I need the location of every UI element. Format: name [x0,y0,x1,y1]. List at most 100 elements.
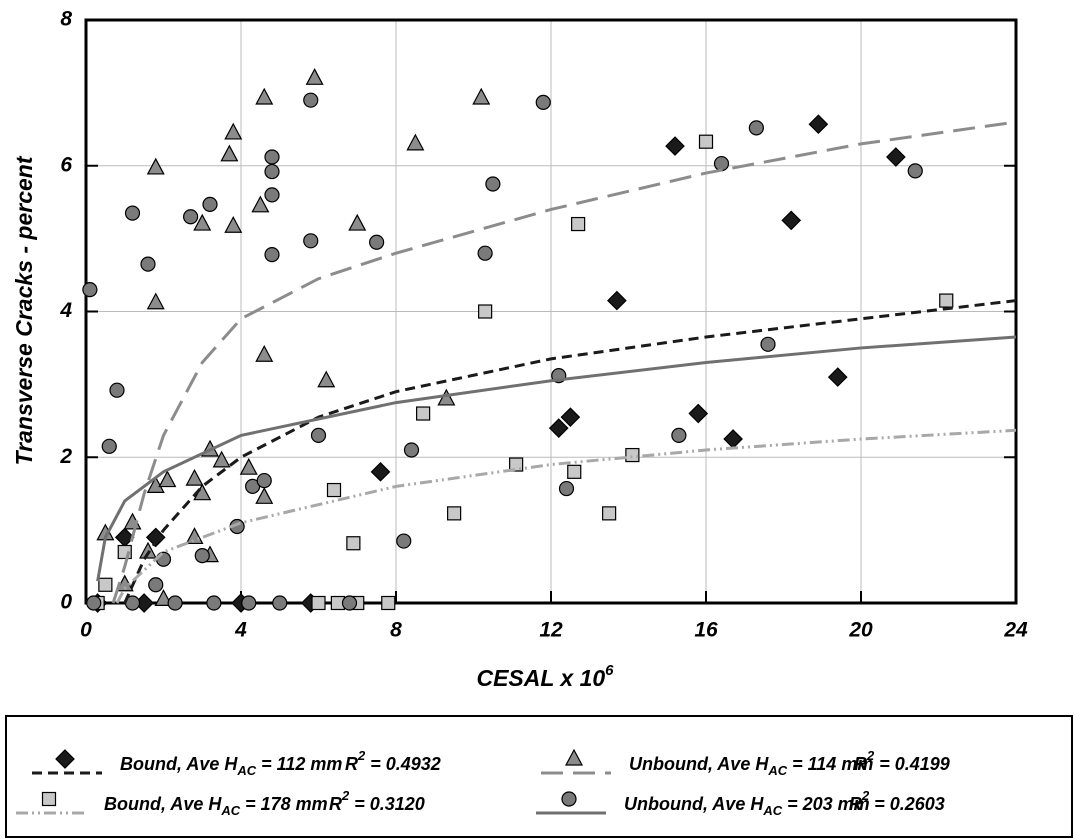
marker [194,548,210,564]
marker [698,134,714,149]
legend-r2-tail: = 0.3120 [349,794,425,814]
marker [264,247,280,263]
plot-frame [84,18,1018,605]
legend-label: Unbound, Ave HAC = 114 mm [629,754,873,779]
marker [158,470,177,488]
marker [348,213,367,231]
trend-line [123,299,1017,604]
marker [781,210,802,231]
y-tick-label: 4 [59,299,72,322]
marker [939,293,954,308]
marker [109,382,125,398]
legend-r2-text: R [854,754,867,774]
x-tick-label: 20 [848,619,873,642]
legend-name-sub: AC [767,763,787,778]
legend-r2-text: R [345,754,358,774]
marker [317,370,336,388]
legend-r2-tail: = 0.4199 [874,754,950,774]
marker [256,472,272,489]
marker [478,304,493,319]
marker [140,256,156,272]
marker [220,144,239,162]
marker [370,461,391,482]
marker [167,595,183,611]
marker [748,120,764,136]
legend-name: Unbound, Ave H [624,794,764,814]
marker [305,68,324,85]
legend-r2-sup: 2 [866,748,875,763]
marker [346,536,361,551]
marker [607,290,627,311]
marker [571,216,586,232]
marker [264,187,280,203]
marker [416,406,431,421]
legend-r2-text: R [849,794,862,814]
trend-line [96,335,1017,582]
marker [808,114,829,135]
marker [381,595,396,611]
marker [406,133,425,151]
x-axis-title: CESAL x 106 [476,662,614,691]
legend-r2-sup: 2 [341,788,350,803]
marker [548,418,569,438]
marker [146,292,165,310]
marker [224,215,243,233]
y-tick-label: 8 [60,8,72,31]
legend-name-sub: AC [236,763,256,778]
legend-r2-tail: = 0.2603 [869,794,945,814]
legend-box [5,715,1073,838]
y-axis-title: Transverse Cracks - percent [11,155,37,465]
legend-name: Bound, Ave H [104,794,222,814]
marker [255,87,274,105]
marker [472,87,491,105]
marker [154,589,173,606]
marker [558,480,575,497]
marker [760,336,776,352]
trend-line [111,120,1017,604]
x-tick-label: 12 [539,619,563,642]
marker [341,595,358,611]
legend-label: Unbound, Ave HAC = 203 mm [624,794,870,819]
legend-name-tail: = 203 mm [782,794,870,814]
marker [369,234,385,250]
marker [403,442,420,458]
marker [602,506,617,521]
marker [886,147,906,167]
y-tick-label: 2 [59,445,72,468]
marker [202,196,218,212]
marker [665,136,685,156]
marker [311,595,326,611]
legend-name-sub: AC [762,803,782,818]
marker [485,176,501,192]
x-tick-label: 0 [80,619,92,642]
marker [86,595,102,611]
marker [625,447,640,463]
marker [264,163,280,180]
x-axis-title-text: CESAL x 10 [476,665,605,691]
marker [723,429,743,449]
marker [272,595,288,611]
marker [206,595,222,611]
marker [560,407,581,428]
x-tick-label: 16 [694,619,718,642]
legend-r2: R2 = 0.4199 [854,748,950,773]
marker [212,450,231,468]
marker [565,748,583,766]
marker [671,427,687,443]
x-tick-label: 8 [390,619,402,642]
marker [303,92,319,108]
marker [185,527,204,545]
marker [139,541,157,559]
x-tick-label: 4 [234,619,247,642]
legend-name: Unbound, Ave H [629,754,769,774]
marker [827,367,848,387]
x-axis-title-sup: 6 [605,662,614,679]
legend-label: Bound, Ave HAC = 178 mm [104,794,328,819]
legend-r2-text: R [329,794,342,814]
marker [713,155,730,172]
marker [145,527,166,548]
marker [688,403,709,424]
marker [447,506,462,521]
marker [155,551,172,567]
